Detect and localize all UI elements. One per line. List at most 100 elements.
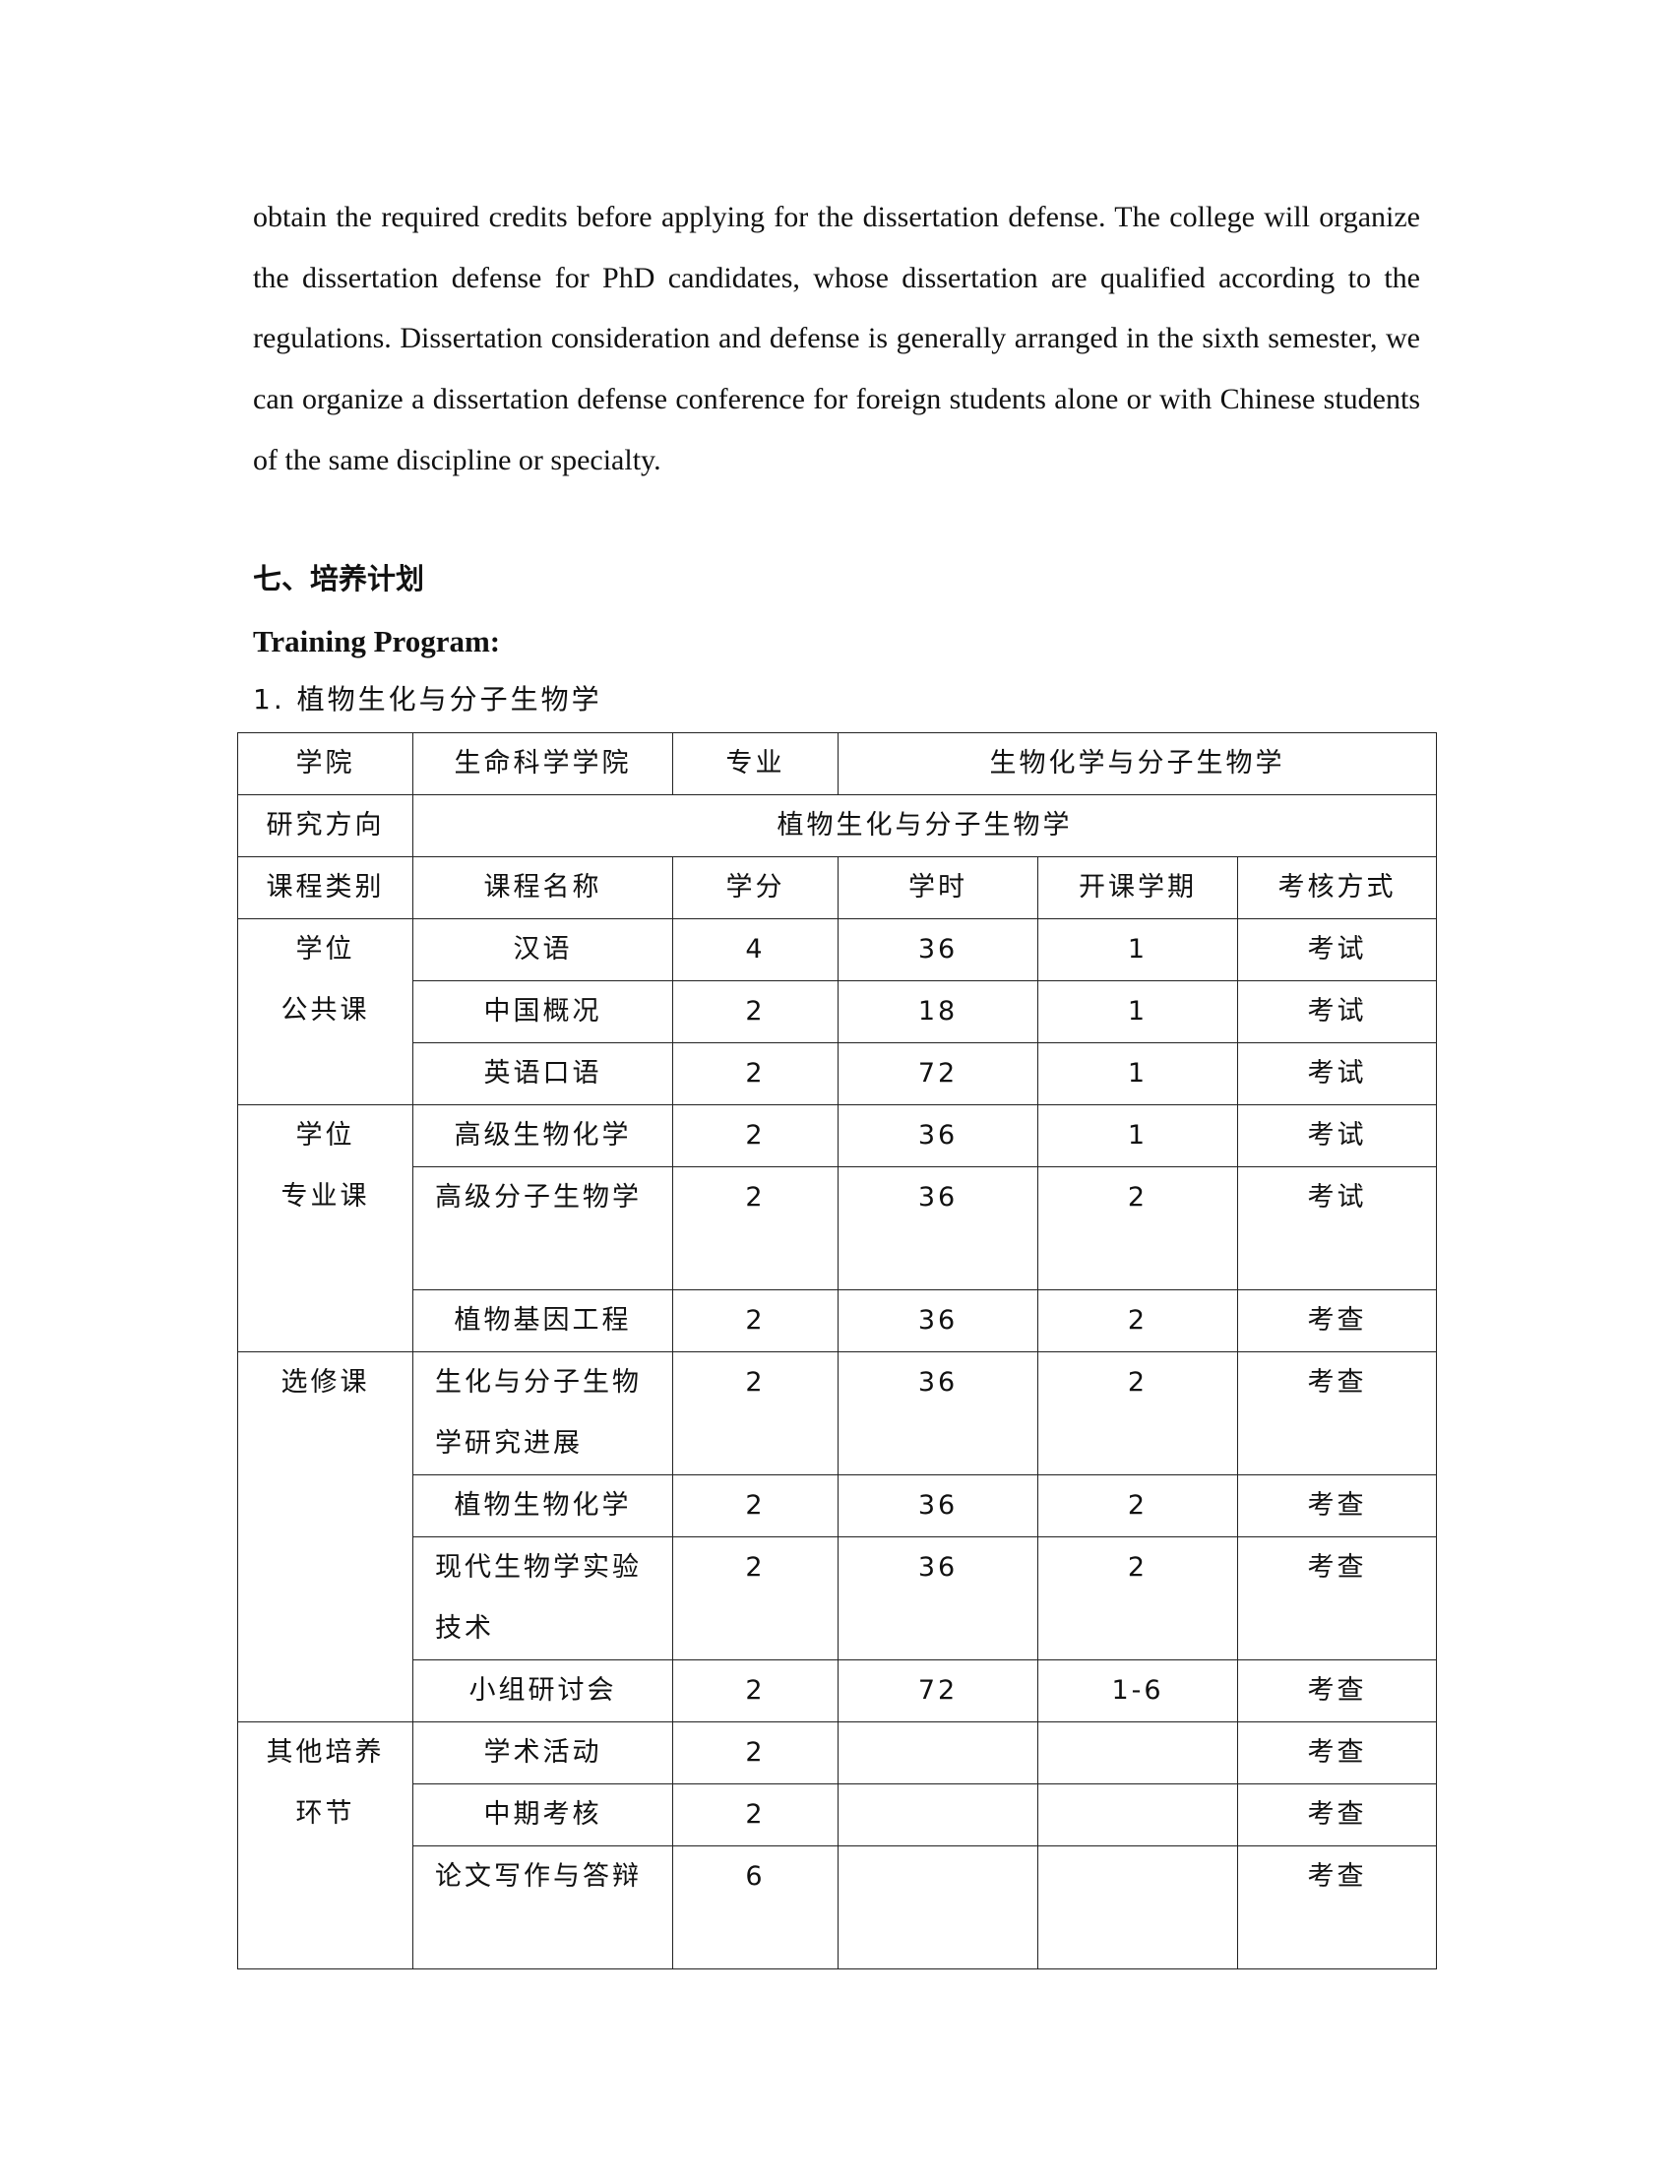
course-row: 其他培养 环节 学术活动 2 考查 (237, 1721, 1437, 1969)
course-credits: 2 (672, 980, 839, 1043)
header-cell: 开课学期 (1037, 856, 1238, 919)
course-semester: 2 (1037, 1474, 1238, 1537)
header-row: 课程类别 课程名称 学分 学时 开课学期 考核方式 (237, 856, 1437, 919)
major-value: 生物化学与分子生物学 (838, 732, 1437, 795)
course-category: 选修课 (237, 1351, 413, 1722)
course-row: 论文写作与答辩 6 考查 (238, 1845, 1437, 1969)
course-row: 中期考核 2 考查 (238, 1783, 1437, 1846)
course-name: 学术活动 (412, 1721, 673, 1784)
course-assessment: 考查 (1237, 1783, 1437, 1846)
course-hours (838, 1845, 1038, 1969)
course-semester: 1 (1037, 918, 1238, 981)
direction-value: 植物生化与分子生物学 (412, 794, 1437, 857)
course-credits: 2 (672, 1783, 839, 1846)
course-hours (838, 1783, 1038, 1846)
course-assessment: 考试 (1237, 1104, 1437, 1167)
course-credits: 2 (672, 1721, 839, 1784)
header-cell: 考核方式 (1237, 856, 1437, 919)
course-assessment: 考查 (1237, 1845, 1437, 1969)
course-credits: 2 (672, 1536, 839, 1660)
course-assessment: 考试 (1237, 980, 1437, 1043)
course-semester: 2 (1037, 1536, 1238, 1660)
course-assessment: 考试 (1237, 1166, 1437, 1290)
course-credits: 2 (672, 1289, 839, 1352)
training-program-table: 学院 生命科学学院 专业 生物化学与分子生物学 研究方向 植物生化与分子生物学 … (237, 732, 1437, 1969)
course-semester: 1 (1037, 980, 1238, 1043)
course-hours: 18 (838, 980, 1038, 1043)
course-row: 小组研讨会 2 72 1-6 考查 (238, 1659, 1437, 1722)
course-semester: 2 (1037, 1351, 1238, 1475)
course-credits: 2 (672, 1104, 839, 1167)
course-assessment: 考查 (1237, 1351, 1437, 1475)
body-paragraph: obtain the required credits before apply… (253, 201, 1420, 476)
course-name: 论文写作与答辩 (412, 1845, 673, 1969)
course-assessment: 考查 (1237, 1536, 1437, 1660)
course-row: 现代生物学实验技术 2 36 2 考查 (238, 1536, 1437, 1660)
section-heading: 七、培养计划 (253, 562, 425, 595)
college-row: 学院 生命科学学院 专业 生物化学与分子生物学 (237, 732, 1437, 795)
course-credits: 2 (672, 1166, 839, 1290)
course-assessment: 考查 (1237, 1289, 1437, 1352)
course-hours: 36 (838, 918, 1038, 981)
course-semester: 1 (1037, 1042, 1238, 1105)
course-hours: 72 (838, 1659, 1038, 1722)
course-semester (1037, 1721, 1238, 1784)
course-name: 植物基因工程 (412, 1289, 673, 1352)
college-value: 生命科学学院 (412, 732, 673, 795)
course-credits: 2 (672, 1474, 839, 1537)
course-assessment: 考查 (1237, 1474, 1437, 1537)
course-semester (1037, 1783, 1238, 1846)
course-row: 学位 公共课 汉语 4 36 1 考试 (237, 918, 1437, 1105)
course-semester: 2 (1037, 1166, 1238, 1290)
course-row: 英语口语 2 72 1 考试 (238, 1042, 1437, 1105)
header-cell: 课程名称 (412, 856, 673, 919)
course-row: 高级分子生物学 2 36 2 考试 (238, 1166, 1437, 1290)
subheading: 1. 植物生化与分子生物学 (253, 683, 602, 716)
course-row: 植物基因工程 2 36 2 考查 (238, 1289, 1437, 1352)
course-category: 学位 公共课 (237, 918, 413, 1105)
course-category: 学位 专业课 (237, 1104, 413, 1352)
course-credits: 2 (672, 1351, 839, 1475)
course-hours: 36 (838, 1166, 1038, 1290)
course-hours: 36 (838, 1536, 1038, 1660)
course-name: 植物生物化学 (412, 1474, 673, 1537)
course-hours: 36 (838, 1289, 1038, 1352)
course-semester (1037, 1845, 1238, 1969)
course-semester: 1 (1037, 1104, 1238, 1167)
college-label: 学院 (237, 732, 413, 795)
course-name: 中国概况 (412, 980, 673, 1043)
header-cell: 学时 (838, 856, 1038, 919)
course-row: 学位 专业课 高级生物化学 2 36 1 考试 (237, 1104, 1437, 1352)
course-assessment: 考试 (1237, 918, 1437, 981)
course-name: 中期考核 (412, 1783, 673, 1846)
course-semester: 1-6 (1037, 1659, 1238, 1722)
major-label: 专业 (672, 732, 839, 795)
course-credits: 4 (672, 918, 839, 981)
course-assessment: 考查 (1237, 1721, 1437, 1784)
header-cell: 学分 (672, 856, 839, 919)
course-assessment: 考试 (1237, 1042, 1437, 1105)
course-row: 选修课 生化与分子生物学研究进展 2 36 2 考查 (237, 1351, 1437, 1722)
section-heading-english: Training Program: (253, 624, 501, 658)
header-cell: 课程类别 (237, 856, 413, 919)
course-name: 高级分子生物学 (412, 1166, 673, 1290)
course-name: 小组研讨会 (412, 1659, 673, 1722)
course-name: 现代生物学实验技术 (412, 1536, 673, 1660)
course-credits: 6 (672, 1845, 839, 1969)
direction-label: 研究方向 (237, 794, 413, 857)
course-hours (838, 1721, 1038, 1784)
course-credits: 2 (672, 1659, 839, 1722)
course-assessment: 考查 (1237, 1659, 1437, 1722)
course-hours: 36 (838, 1104, 1038, 1167)
course-name: 汉语 (412, 918, 673, 981)
course-semester: 2 (1037, 1289, 1238, 1352)
course-name: 高级生物化学 (412, 1104, 673, 1167)
course-category: 其他培养 环节 (237, 1721, 413, 1969)
course-hours: 36 (838, 1474, 1038, 1537)
course-name: 英语口语 (412, 1042, 673, 1105)
course-row: 中国概况 2 18 1 考试 (238, 980, 1437, 1043)
course-name: 生化与分子生物学研究进展 (412, 1351, 673, 1475)
course-hours: 72 (838, 1042, 1038, 1105)
course-row: 植物生物化学 2 36 2 考查 (238, 1474, 1437, 1537)
course-hours: 36 (838, 1351, 1038, 1475)
